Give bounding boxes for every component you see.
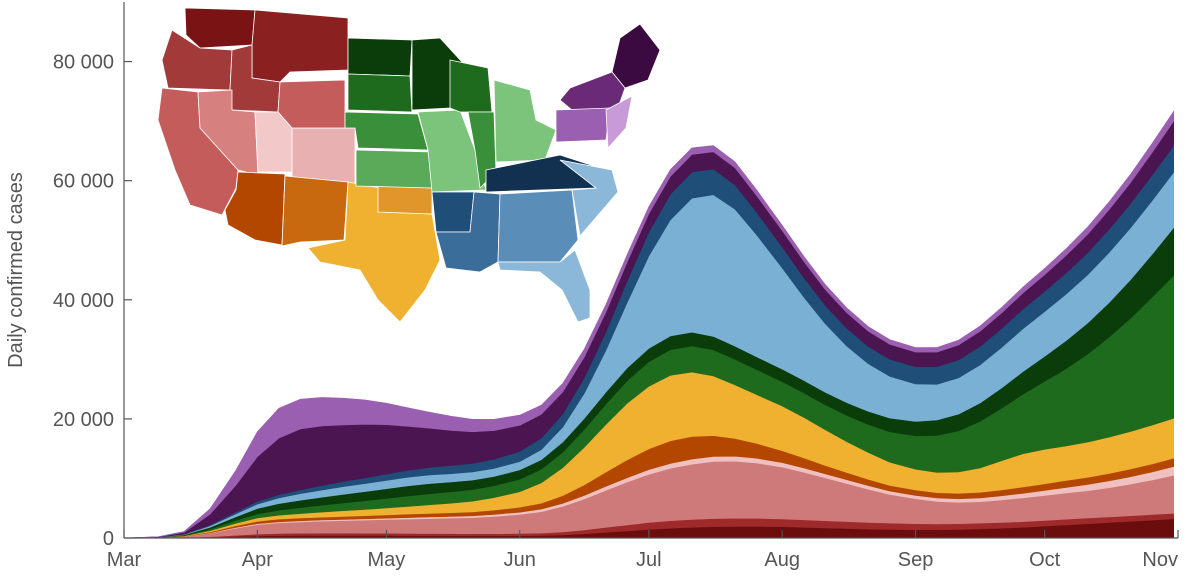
y-tick-label: 20 000: [53, 409, 114, 431]
map-region-michigan-ohio: [493, 79, 557, 163]
x-tick-label: Jun: [504, 549, 536, 571]
inset-region-map: [157, 7, 661, 323]
x-tick-label: Aug: [764, 549, 800, 571]
map-region-pennsylvania: [555, 107, 611, 143]
axes: [123, 2, 1178, 539]
map-region-mountain-north: [251, 9, 349, 83]
map-region-south-dakota: [347, 73, 413, 113]
map-region-north-dakota: [347, 37, 413, 77]
map-region-wyoming: [277, 79, 346, 129]
x-tick-label: Nov: [1142, 549, 1178, 571]
y-tick-label: 60 000: [53, 171, 114, 193]
map-region-oklahoma: [377, 185, 433, 215]
map-region-new-jersey: [605, 95, 633, 149]
x-tick-label: May: [368, 549, 406, 571]
map-region-wisconsin: [449, 59, 493, 113]
map-region-colorado: [291, 127, 356, 186]
x-tick-label: Sep: [898, 549, 934, 571]
y-tick-label: 40 000: [53, 290, 114, 312]
map-region-utah: [254, 111, 293, 173]
map-region-arkansas: [431, 191, 475, 233]
y-axis-title: Daily confirmed cases: [5, 172, 27, 368]
map-region-new-mexico: [281, 175, 349, 247]
map-region-alabama-georgia: [497, 189, 579, 263]
map-region-northwest: [184, 7, 256, 49]
y-tick-label: 80 000: [53, 52, 114, 74]
map-region-kansas: [355, 149, 433, 189]
y-ticks: 0 20 000 40 000 60 000 80 000: [53, 52, 132, 550]
area-band-12: [123, 110, 1174, 539]
x-tick-label: Mar: [107, 549, 142, 571]
x-tick-label: Jul: [636, 549, 662, 571]
y-tick-label: 0: [103, 528, 114, 550]
map-region-carolinas: [559, 159, 619, 237]
x-tick-label: Apr: [242, 549, 273, 571]
stacked-areas: [123, 110, 1174, 539]
x-ticks: Mar Apr May Jun Jul Aug Sep Oct Nov: [107, 530, 1179, 571]
map-region-maine-vermont: [611, 23, 661, 89]
map-region-nebraska: [344, 111, 429, 151]
map-region-new-york: [559, 71, 626, 111]
x-tick-label: Oct: [1029, 549, 1061, 571]
map-region-florida: [497, 249, 591, 323]
